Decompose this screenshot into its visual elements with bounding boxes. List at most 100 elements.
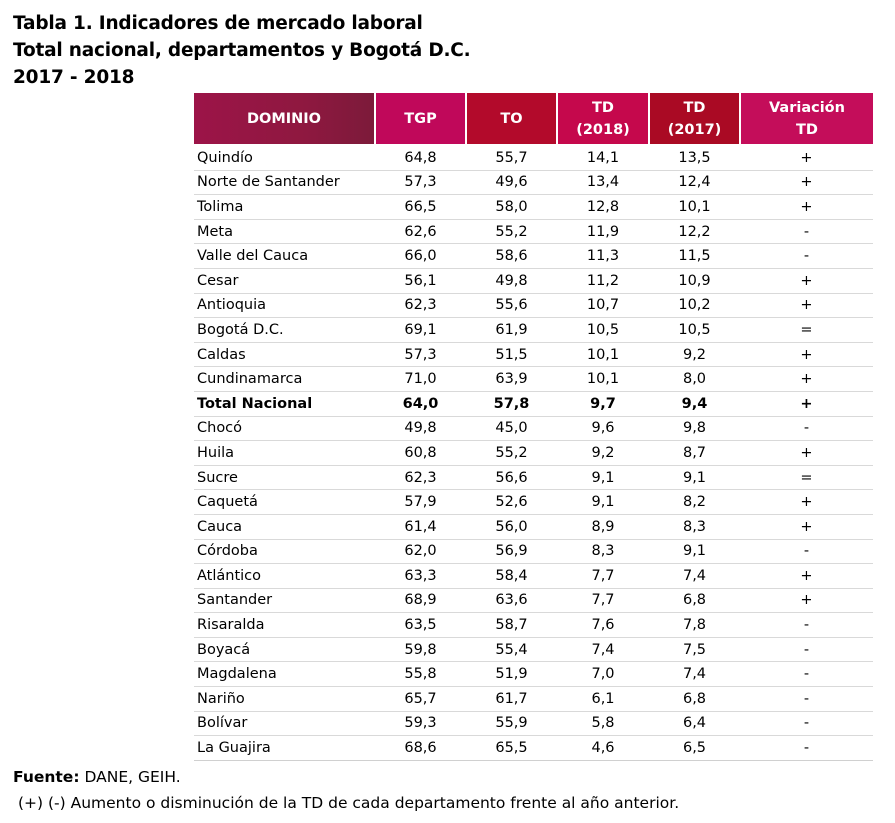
table-row: Norte de Santander 57,3 49,6 13,4 12,4 +	[194, 170, 873, 196]
table-row: Atlántico 63,3 58,4 7,7 7,4 +	[194, 563, 873, 589]
cell-tgp: 62,3	[375, 293, 466, 319]
cell-variacion: =	[740, 465, 873, 491]
table-row: Boyacá 59,8 55,4 7,4 7,5-	[194, 637, 873, 663]
cell-dominio: Córdoba	[194, 539, 375, 565]
title-line-2: Total nacional, departamentos y Bogotá D…	[13, 40, 471, 61]
cell-to: 56,0	[466, 514, 557, 540]
cell-td-2017: 7,5	[649, 637, 740, 663]
cell-dominio: La Guajira	[194, 735, 375, 761]
header-to-label: TO	[500, 110, 523, 127]
cell-tgp: 62,6	[375, 219, 466, 245]
cell-td-2017: 6,5	[649, 735, 740, 761]
cell-tgp: 61,4	[375, 514, 466, 540]
cell-tgp: 71,0	[375, 366, 466, 392]
cell-td-2018: 9,7	[557, 391, 649, 417]
cell-to: 58,0	[466, 194, 557, 220]
header-variacion-line-1: Variación	[769, 99, 845, 116]
header-variacion-line-2: TD	[796, 121, 818, 138]
cell-to: 55,9	[466, 711, 557, 737]
cell-tgp: 49,8	[375, 416, 466, 442]
cell-td-2017: 6,8	[649, 588, 740, 614]
cell-tgp: 64,8	[375, 145, 466, 171]
cell-dominio: Norte de Santander	[194, 170, 375, 196]
cell-dominio: Risaralda	[194, 612, 375, 638]
table-row: Santander 68,9 63,6 7,7 6,8 +	[194, 588, 873, 614]
cell-td-2018: 8,3	[557, 539, 649, 565]
cell-dominio: Chocó	[194, 416, 375, 442]
cell-variacion: +	[740, 293, 873, 319]
cell-dominio: Cauca	[194, 514, 375, 540]
cell-to: 55,4	[466, 637, 557, 663]
table-row: Tolima 66,5 58,0 12,8 10,1 +	[194, 194, 873, 220]
cell-tgp: 59,3	[375, 711, 466, 737]
cell-dominio: Meta	[194, 219, 375, 245]
cell-to: 52,6	[466, 489, 557, 515]
cell-dominio: Cesar	[194, 268, 375, 294]
table-row: Chocó 49,8 45,0 9,6 9,8-	[194, 416, 873, 442]
cell-tgp: 68,6	[375, 735, 466, 761]
cell-to: 55,6	[466, 293, 557, 319]
cell-td-2018: 7,0	[557, 661, 649, 688]
cell-td-2017: 9,1	[649, 539, 740, 565]
cell-variacion: -	[740, 637, 873, 663]
cell-tgp: 63,5	[375, 612, 466, 638]
cell-dominio: Magdalena	[194, 661, 375, 688]
cell-td-2017: 10,9	[649, 268, 740, 294]
cell-dominio: Valle del Cauca	[194, 243, 375, 269]
cell-td-2017: 9,4	[649, 391, 740, 417]
cell-variacion: -	[740, 219, 873, 245]
cell-variacion: +	[740, 391, 873, 417]
title-line-3: 2017 - 2018	[13, 67, 135, 88]
cell-td-2018: 5,8	[557, 711, 649, 737]
cell-td-2017: 12,4	[649, 170, 740, 196]
cell-td-2017: 9,2	[649, 342, 740, 368]
cell-variacion: -	[740, 735, 873, 761]
cell-td-2018: 13,4	[557, 170, 649, 196]
cell-variacion: -	[740, 686, 873, 712]
cell-variacion: +	[740, 170, 873, 196]
cell-td-2017: 11,5	[649, 243, 740, 269]
cell-to: 63,9	[466, 366, 557, 392]
cell-td-2017: 8,7	[649, 440, 740, 466]
cell-td-2017: 8,3	[649, 514, 740, 540]
header-tgp: TGP	[375, 93, 467, 146]
cell-td-2018: 10,1	[557, 342, 649, 368]
cell-tgp: 65,7	[375, 686, 466, 712]
cell-td-2017: 10,1	[649, 194, 740, 220]
cell-variacion: +	[740, 588, 873, 614]
table-row: Cesar 56,1 49,8 11,2 10,9 +	[194, 268, 873, 294]
cell-variacion: +	[740, 145, 873, 171]
cell-variacion: -	[740, 711, 873, 737]
cell-dominio: Boyacá	[194, 637, 375, 663]
table-row: Risaralda 63,5 58,7 7,6 7,8-	[194, 612, 873, 638]
cell-variacion: +	[740, 514, 873, 540]
table-row: Antioquia 62,3 55,6 10,7 10,2 +	[194, 293, 873, 319]
cell-dominio: Caquetá	[194, 489, 375, 515]
cell-to: 51,5	[466, 342, 557, 368]
cell-tgp: 55,8	[375, 661, 466, 688]
header-tgp-label: TGP	[404, 110, 437, 127]
cell-variacion: -	[740, 612, 873, 638]
cell-to: 58,4	[466, 563, 557, 589]
cell-td-2018: 9,1	[557, 465, 649, 491]
cell-tgp: 62,0	[375, 539, 466, 565]
header-row: DOMINIO TGP TO TD (2018) TD (2017) Varia…	[194, 93, 873, 146]
cell-tgp: 69,1	[375, 317, 466, 343]
cell-to: 61,7	[466, 686, 557, 712]
header-td-2018: TD (2018)	[557, 93, 650, 146]
cell-dominio: Santander	[194, 588, 375, 614]
cell-td-2018: 14,1	[557, 145, 649, 171]
cell-tgp: 60,8	[375, 440, 466, 466]
cell-to: 57,8	[466, 391, 557, 417]
cell-td-2017: 10,2	[649, 293, 740, 319]
cell-td-2018: 4,6	[557, 735, 649, 761]
table-row: Córdoba 62,0 56,9 8,3 9,1-	[194, 539, 873, 565]
labor-market-table: DOMINIO TGP TO TD (2018) TD (2017) Varia…	[194, 93, 873, 761]
cell-variacion: +	[740, 268, 873, 294]
table-row: Bogotá D.C. 69,1 61,9 10,5 10,5 =	[194, 317, 873, 343]
cell-dominio: Quindío	[194, 145, 375, 171]
title-line-1: Tabla 1. Indicadores de mercado laboral	[13, 13, 423, 34]
header-td-2017: TD (2017)	[649, 93, 741, 146]
source-line: Fuente: DANE, GEIH.	[13, 764, 679, 790]
cell-dominio: Huila	[194, 440, 375, 466]
